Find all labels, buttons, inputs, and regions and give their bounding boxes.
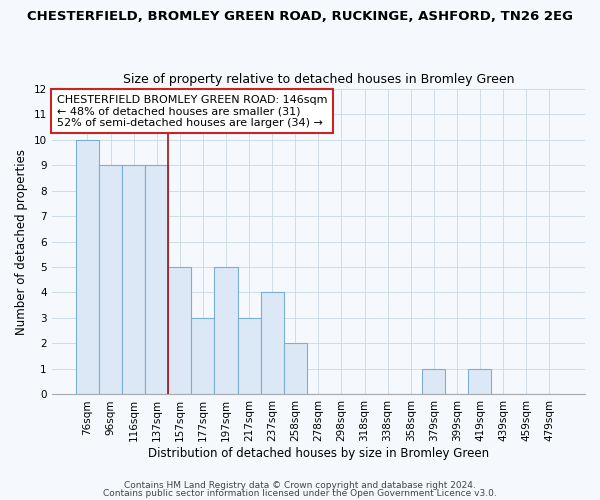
Bar (168, 267, 191, 394)
Bar (191, 318, 214, 394)
Text: CHESTERFIELD, BROMLEY GREEN ROAD, RUCKINGE, ASHFORD, TN26 2EG: CHESTERFIELD, BROMLEY GREEN ROAD, RUCKIN… (27, 10, 573, 23)
Bar (214, 267, 238, 394)
Bar (122, 165, 145, 394)
Bar (260, 292, 284, 394)
Bar (422, 369, 445, 394)
Text: Contains HM Land Registry data © Crown copyright and database right 2024.: Contains HM Land Registry data © Crown c… (124, 481, 476, 490)
Bar (99, 165, 122, 394)
Y-axis label: Number of detached properties: Number of detached properties (15, 148, 28, 334)
Bar (469, 369, 491, 394)
Title: Size of property relative to detached houses in Bromley Green: Size of property relative to detached ho… (122, 73, 514, 86)
Text: CHESTERFIELD BROMLEY GREEN ROAD: 146sqm
← 48% of detached houses are smaller (31: CHESTERFIELD BROMLEY GREEN ROAD: 146sqm … (57, 94, 328, 128)
X-axis label: Distribution of detached houses by size in Bromley Green: Distribution of detached houses by size … (148, 447, 489, 460)
Bar (76, 140, 99, 394)
Bar (284, 344, 307, 394)
Bar (145, 165, 168, 394)
Bar (238, 318, 260, 394)
Text: Contains public sector information licensed under the Open Government Licence v3: Contains public sector information licen… (103, 488, 497, 498)
